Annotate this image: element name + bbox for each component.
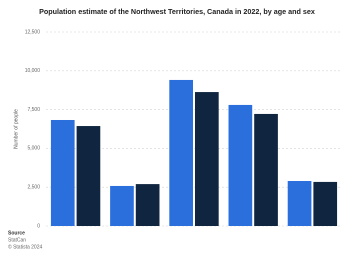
bar [135,184,160,226]
bar [287,180,312,226]
y-tick-label: 2,500 [27,185,40,191]
bar [195,92,219,226]
y-tick-label: 7,500 [27,107,40,113]
bar [169,79,193,226]
y-tick-label: 12,500 [25,29,41,35]
bar [228,104,253,226]
bar [110,185,134,226]
source-heading: Source [8,230,25,236]
bar [313,181,338,226]
copyright: © Statista 2024 [8,243,42,250]
y-tick-label: 10,000 [25,68,41,74]
chart-title: Population estimate of the Northwest Ter… [39,7,315,16]
bar [76,126,101,226]
y-axis-label: Number of people [13,109,19,149]
bar [50,119,75,226]
y-tick-label: 5,000 [27,146,40,152]
bar [254,113,278,226]
source-name: StatCan [8,237,26,243]
y-tick-label: 0 [37,223,40,229]
